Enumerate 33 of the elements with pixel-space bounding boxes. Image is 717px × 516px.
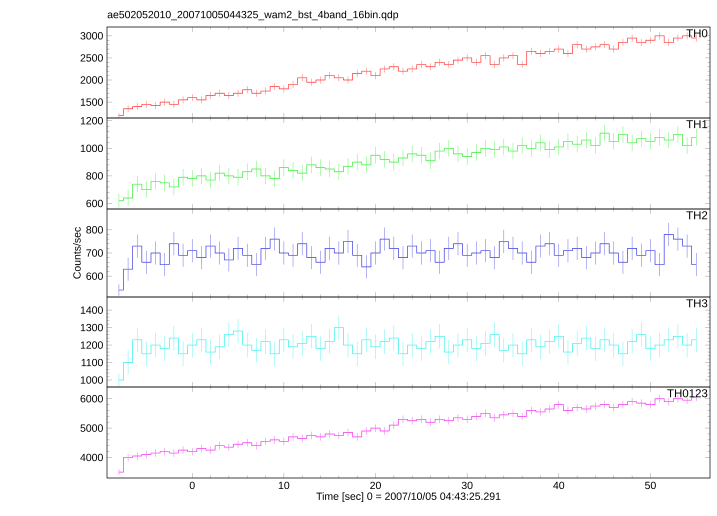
y-tick-label: 1100: [82, 358, 103, 366]
x-tick-label: 10: [278, 482, 290, 490]
y-tick-label: 1400: [80, 306, 103, 314]
y-tick-label: 600: [86, 200, 103, 208]
annotation: TH3: [686, 299, 708, 308]
y-tick-label: 800: [86, 172, 103, 180]
y-tick-label: 1300: [80, 324, 103, 332]
chart-title: ae502052010_20071005044325_wam2_bst_4band_16bin.qdp: [108, 10, 398, 20]
x-tick-label: 20: [370, 482, 381, 490]
y-tick-label: 2500: [80, 54, 103, 62]
annotation: TH2: [686, 211, 708, 220]
y-tick-label: 5000: [80, 424, 103, 432]
y-tick-label: 700: [86, 249, 103, 257]
annotation: TH0: [686, 29, 708, 38]
annotation: TH0123: [667, 389, 708, 398]
y-tick-label: 600: [86, 272, 103, 280]
x-tick-label: 50: [645, 482, 656, 490]
x-axis-title: Time [sec] 0 = 2007/10/05 04:43:25.291: [316, 492, 500, 502]
y-tick-label: 2000: [80, 76, 103, 84]
y-axis-title: Counts/sec: [73, 227, 81, 279]
y-tick-label: 1000: [80, 376, 103, 384]
y-tick-label: 3000: [80, 32, 103, 40]
annotation: TH1: [686, 120, 708, 128]
y-tick-label: 1200: [80, 117, 103, 124]
y-tick-label: 1000: [80, 144, 103, 152]
y-tick-label: 800: [86, 226, 103, 234]
x-tick-label: 30: [462, 482, 473, 490]
x-tick-label: 40: [553, 482, 564, 490]
y-tick-label: 4000: [80, 454, 103, 462]
y-tick-label: 1500: [80, 98, 103, 106]
x-tick-label: 0: [190, 482, 195, 490]
y-tick-label: 1200: [80, 341, 103, 349]
y-tick-label: 6000: [80, 395, 103, 402]
